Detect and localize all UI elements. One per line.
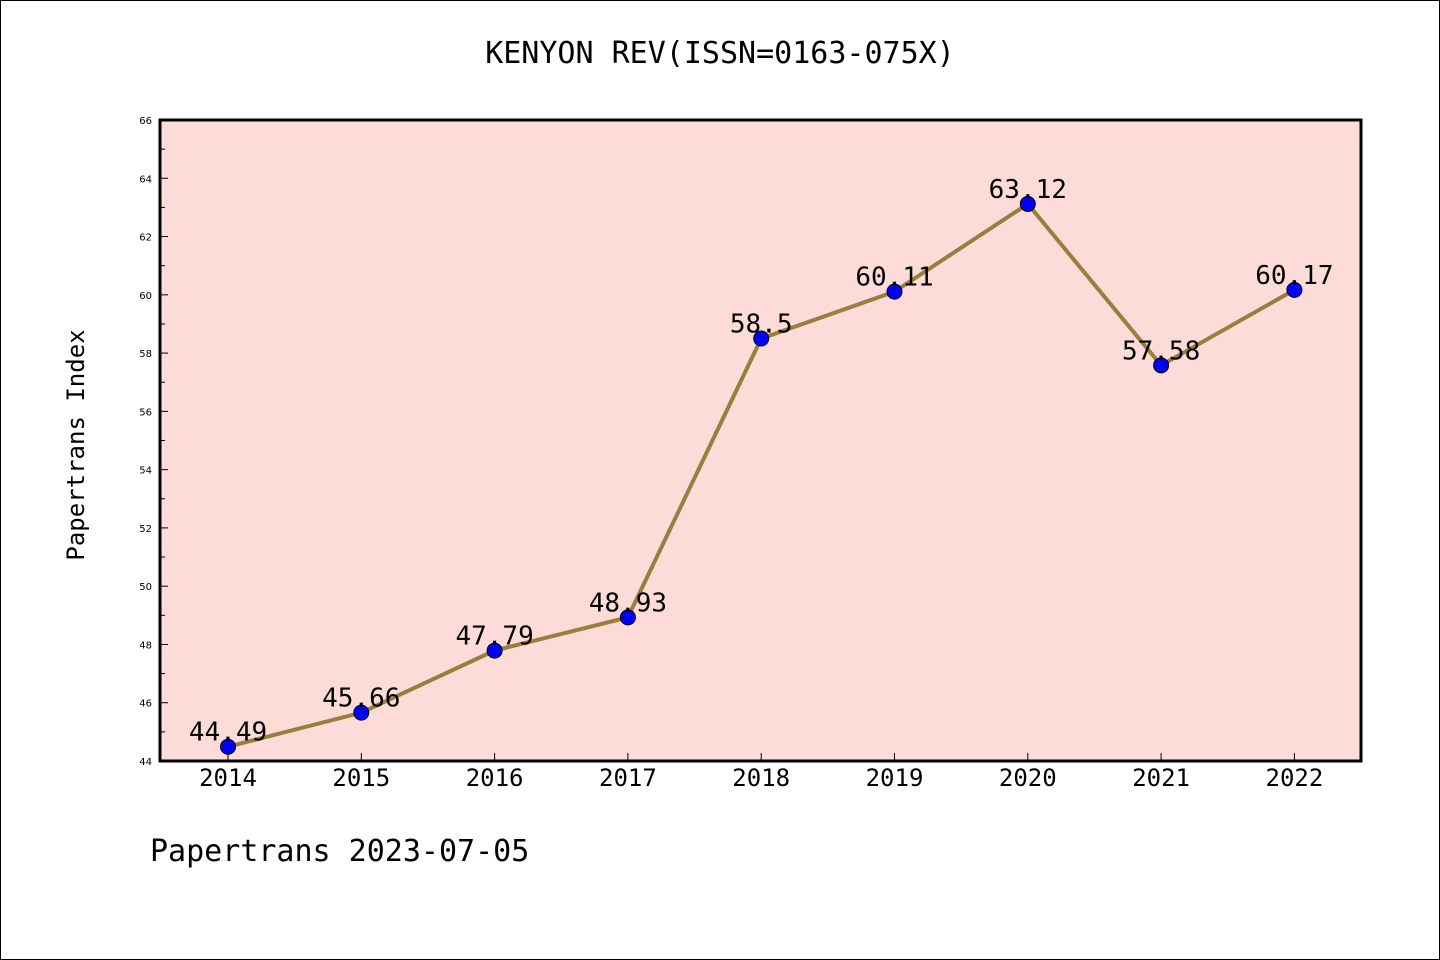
data-point-marker (486, 642, 503, 659)
data-label: 60.17 (1255, 261, 1333, 291)
y-tick-label: 60 (139, 291, 152, 302)
data-point-marker (753, 330, 770, 347)
chart-title: KENYON REV(ISSN=0163-075X) (485, 36, 955, 71)
x-tick-label: 2017 (599, 764, 657, 792)
y-tick-label: 58 (139, 349, 152, 360)
data-point-marker (1153, 357, 1170, 374)
data-point-marker (619, 609, 636, 626)
data-point-marker (1286, 281, 1303, 298)
plot-area (158, 118, 1363, 763)
y-tick-label: 66 (139, 116, 152, 127)
y-axis-ticks: 44 46 48 50 52 54 56 58 60 62 64 66 (139, 116, 168, 768)
data-label: 57.58 (1122, 336, 1200, 366)
data-label: 44.49 (189, 718, 267, 748)
y-tick-label: 52 (139, 524, 152, 535)
y-tick-label: 50 (139, 582, 152, 593)
x-tick-label: 2016 (466, 764, 524, 792)
data-point-marker (1019, 195, 1036, 212)
y-tick-label: 62 (139, 233, 152, 244)
y-tick-label: 46 (139, 699, 152, 710)
data-label: 47.79 (455, 622, 533, 652)
footer-text: Papertrans 2023-07-05 (150, 834, 530, 869)
y-tick-label: 44 (139, 757, 152, 768)
data-label: 48.93 (589, 588, 667, 618)
x-axis-ticks: 2014 2015 2016 2017 2018 2019 2020 2021 2022 (199, 753, 1323, 792)
series-markers (220, 195, 1303, 755)
y-tick-label: 48 (139, 640, 152, 651)
data-label: 60.11 (855, 263, 933, 293)
data-label: 45.66 (322, 684, 400, 714)
x-tick-label: 2020 (999, 764, 1057, 792)
data-point-marker (353, 704, 370, 721)
x-tick-label: 2014 (199, 764, 257, 792)
data-label: 58.5 (730, 310, 793, 340)
x-tick-label: 2021 (1132, 764, 1190, 792)
data-point-marker (886, 283, 903, 300)
data-label: 63.12 (989, 175, 1067, 205)
x-tick-label: 2015 (332, 764, 390, 792)
y-tick-label: 56 (139, 407, 152, 418)
y-tick-label: 64 (139, 174, 152, 185)
y-tick-label: 54 (139, 466, 152, 477)
data-labels: 44.49 45.66 47.79 48.93 58.5 60.11 63.12 57.58 6… (189, 175, 1334, 748)
x-tick-label: 2018 (732, 764, 790, 792)
y-axis-label: Papertrans Index (62, 329, 90, 561)
data-point-marker (220, 738, 236, 755)
x-tick-label: 2022 (1266, 764, 1324, 792)
x-tick-label: 2019 (866, 764, 924, 792)
